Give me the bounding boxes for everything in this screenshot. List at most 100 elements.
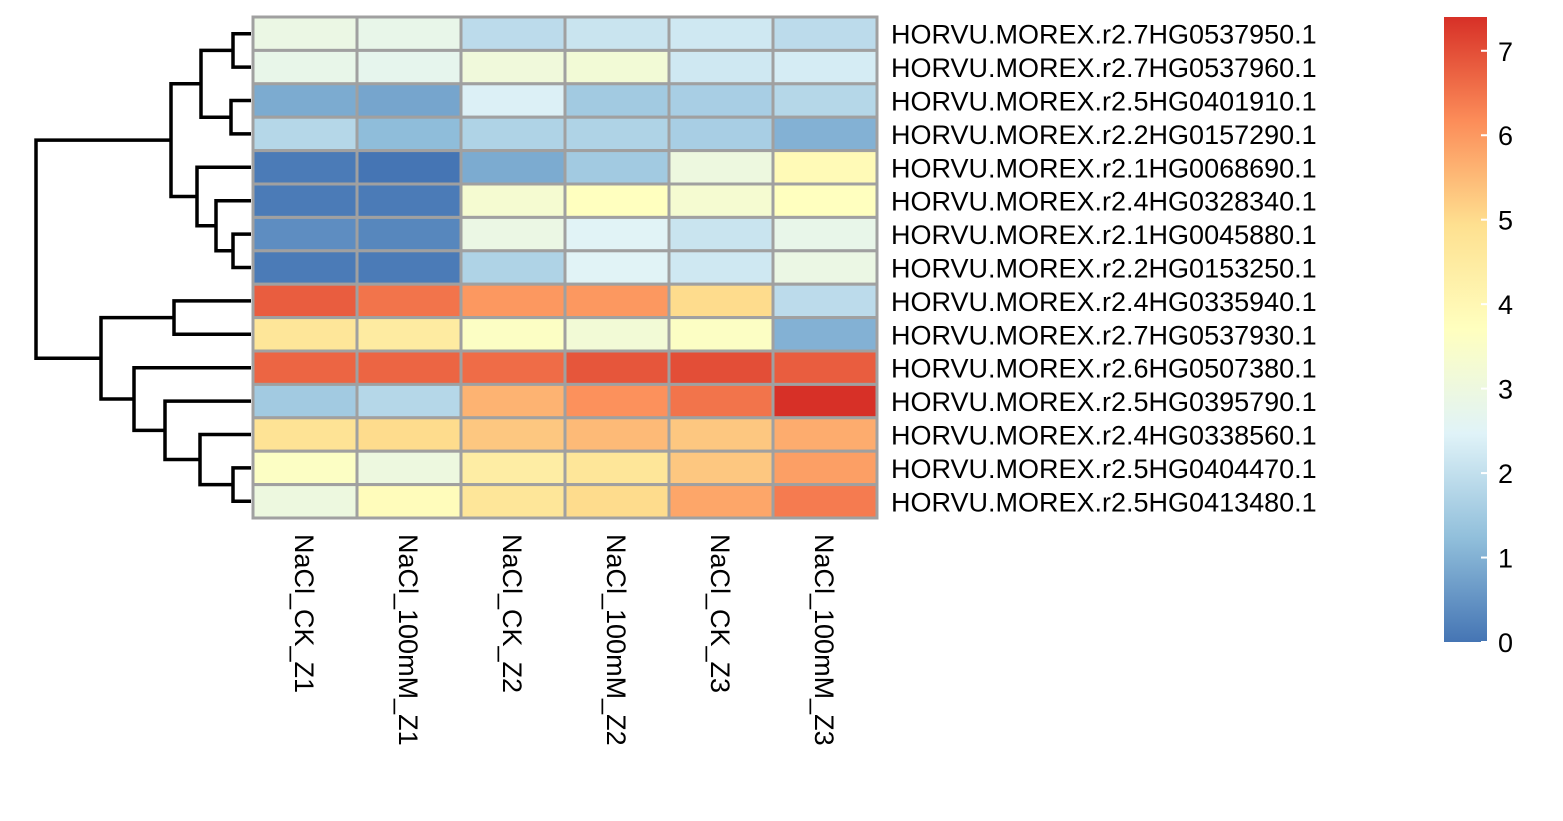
heatmap-cells [251, 15, 879, 520]
heatmap-cell [563, 282, 671, 320]
row-label: HORVU.MOREX.r2.5HG0395790.1 [891, 387, 1317, 417]
heatmap-cell [667, 349, 775, 386]
heatmap-cell [563, 316, 671, 353]
heatmap-cell [459, 316, 567, 353]
heatmap-cell [459, 82, 567, 119]
heatmap-cell [771, 382, 879, 420]
colorbar-tick-label: 4 [1498, 290, 1513, 320]
heatmap-cell [355, 215, 463, 253]
heatmap-cell [667, 48, 775, 86]
heatmap-cell [563, 449, 671, 487]
heatmap-cell [459, 382, 567, 420]
heatmap-cell [667, 182, 775, 219]
column-label: NaCl_CK_Z3 [705, 534, 735, 693]
dendrogram-link [132, 365, 251, 433]
heatmap-cell [251, 316, 359, 353]
colorbar-tick-label: 0 [1498, 628, 1513, 658]
row-label: HORVU.MOREX.r2.7HG0537960.1 [891, 53, 1317, 83]
heatmap-cell [667, 483, 775, 520]
dendrogram-link [231, 232, 251, 270]
heatmap-cell [563, 15, 671, 52]
colorbar-tick-label: 5 [1498, 206, 1513, 236]
heatmap-cell [563, 249, 671, 286]
heatmap-cell [355, 416, 463, 453]
heatmap-cell [667, 149, 775, 186]
heatmap-cell [771, 349, 879, 386]
heatmap-cell [563, 182, 671, 219]
colorbar-tick-label: 2 [1498, 459, 1513, 489]
heatmap-cell [251, 15, 359, 52]
heatmap-cell [251, 82, 359, 119]
dendrogram-link [172, 299, 251, 337]
heatmap-cell [771, 149, 879, 186]
heatmap-cell [563, 416, 671, 453]
colorbar-gradient [1444, 17, 1487, 642]
heatmap-cell [667, 416, 775, 453]
heatmap-cell [459, 449, 567, 487]
row-label: HORVU.MOREX.r2.6HG0507380.1 [891, 354, 1317, 384]
heatmap-cell [771, 449, 879, 487]
heatmap-cell [459, 349, 567, 386]
heatmap-cell [771, 215, 879, 253]
heatmap-cell [667, 215, 775, 253]
heatmap-cell [459, 182, 567, 219]
colorbar-tick-label: 7 [1498, 37, 1513, 67]
heatmap-cell [563, 382, 671, 420]
row-label: HORVU.MOREX.r2.2HG0157290.1 [891, 120, 1317, 150]
heatmap-cell [563, 149, 671, 186]
row-label: HORVU.MOREX.r2.5HG0404470.1 [891, 454, 1317, 484]
heatmap-cell [251, 249, 359, 286]
heatmap-cell [459, 416, 567, 453]
dendrogram-link [198, 432, 251, 487]
heatmap-cell [355, 82, 463, 119]
heatmap-cell [771, 316, 879, 353]
heatmap-cell [459, 48, 567, 86]
heatmap-cell [251, 215, 359, 253]
color-legend: 0 1 2 3 4 5 6 7 [1444, 17, 1513, 658]
dendrogram-link [229, 98, 251, 136]
heatmap-cell [667, 316, 775, 353]
heatmap-cell [251, 349, 359, 386]
row-label: HORVU.MOREX.r2.7HG0537950.1 [891, 20, 1317, 50]
heatmap-cell [355, 249, 463, 286]
heatmap-cell [459, 483, 567, 520]
dendrogram-link [163, 399, 251, 462]
column-label: NaCl_CK_Z2 [497, 534, 527, 693]
heatmap-cell [771, 48, 879, 86]
heatmap-cell [771, 15, 879, 52]
row-label: HORVU.MOREX.r2.1HG0045880.1 [891, 220, 1317, 250]
heatmap-cell [251, 282, 359, 320]
heatmap-cell [355, 48, 463, 86]
heatmap-cell [667, 82, 775, 119]
row-label: HORVU.MOREX.r2.7HG0537930.1 [891, 320, 1317, 350]
heatmap-cell [563, 215, 671, 253]
row-label: HORVU.MOREX.r2.4HG0335940.1 [891, 287, 1317, 317]
heatmap-cell [771, 115, 879, 153]
heatmap-cell [355, 316, 463, 353]
heatmap-cell [667, 115, 775, 153]
heatmap-cell [355, 149, 463, 186]
heatmap-cell [251, 416, 359, 453]
heatmap-cell [251, 115, 359, 153]
heatmap-cell [667, 449, 775, 487]
row-labels: HORVU.MOREX.r2.7HG0537950.1HORVU.MOREX.r… [891, 20, 1317, 518]
row-label: HORVU.MOREX.r2.4HG0338560.1 [891, 421, 1317, 451]
heatmap-cell [459, 249, 567, 286]
row-label: HORVU.MOREX.r2.5HG0401910.1 [891, 87, 1317, 117]
row-label: HORVU.MOREX.r2.1HG0068690.1 [891, 153, 1317, 183]
heatmap-cell [459, 115, 567, 153]
dendrogram-link [231, 31, 251, 69]
heatmap-cell [771, 182, 879, 219]
row-label: HORVU.MOREX.r2.2HG0153250.1 [891, 254, 1317, 284]
dendrogram-link [231, 466, 251, 504]
heatmap-cell [563, 48, 671, 86]
heatmap-cell [355, 15, 463, 52]
heatmap-cell [355, 382, 463, 420]
heatmap-cell [771, 282, 879, 320]
heatmap-cell [355, 449, 463, 487]
heatmap-cell [771, 416, 879, 453]
heatmap-cell [667, 249, 775, 286]
colorbar-tick-label: 3 [1498, 375, 1513, 405]
heatmap-cell [459, 282, 567, 320]
